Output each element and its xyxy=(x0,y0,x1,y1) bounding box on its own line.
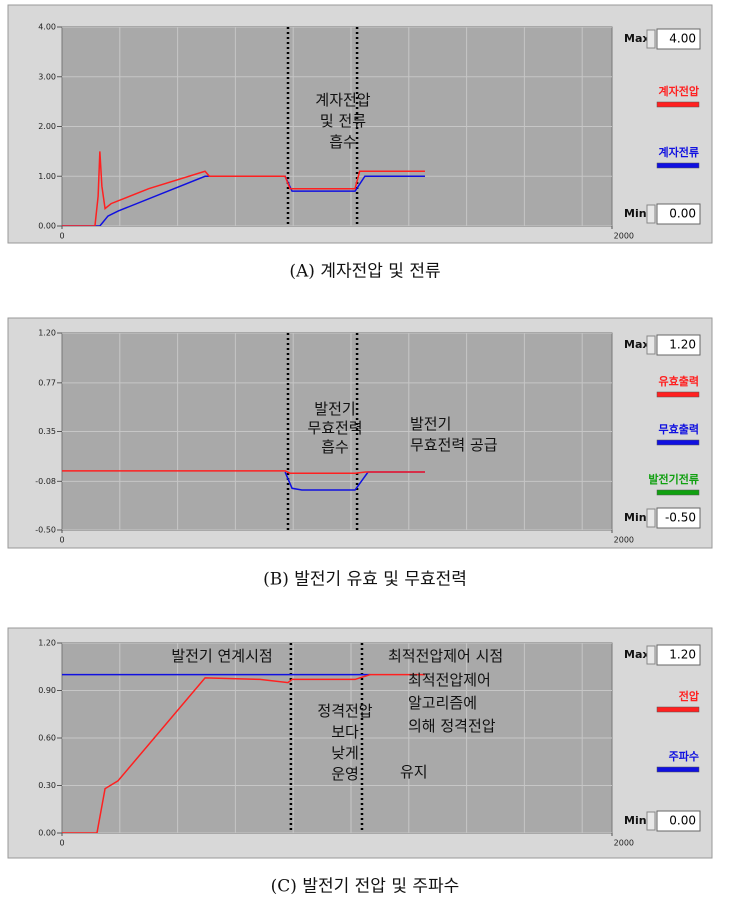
min-label: Min xyxy=(624,511,647,524)
annotation: 최적전압제어 시점 xyxy=(388,647,503,665)
legend-swatch xyxy=(656,101,700,108)
y-tick-label: 1.20 xyxy=(38,329,56,338)
plot xyxy=(62,333,612,530)
annotation: 발전기 xyxy=(410,415,451,433)
max-label: Max xyxy=(624,648,649,661)
value-box-text: 1.20 xyxy=(669,648,696,662)
spinner[interactable] xyxy=(646,811,656,831)
annotation: 최적전압제어 xyxy=(408,671,491,689)
value-box-text: -0.50 xyxy=(665,511,696,525)
annotation: 운영 xyxy=(331,765,359,783)
x-tick-label: 2000 xyxy=(614,839,634,848)
x-tick-label: 0 xyxy=(59,536,64,545)
value-box xyxy=(656,810,701,832)
annotation: 및 전류 xyxy=(320,112,366,130)
legend-swatch xyxy=(656,162,700,169)
spinner[interactable] xyxy=(646,508,656,528)
legend-label: 무효출력 xyxy=(659,422,699,436)
y-tick-label: 0.60 xyxy=(38,734,56,743)
legend-label: 발전기전류 xyxy=(648,472,699,486)
y-tick-label: 1.20 xyxy=(38,639,56,648)
value-box xyxy=(656,203,701,225)
plot xyxy=(62,643,612,833)
legend-label: 주파수 xyxy=(669,749,699,763)
series-line xyxy=(62,151,425,226)
annotation: 무효전력 xyxy=(307,419,362,437)
value-box xyxy=(656,28,701,50)
min-label: Min xyxy=(624,207,647,220)
annotation: 알고리즘에 xyxy=(408,694,477,712)
y-tick-label: 3.00 xyxy=(38,72,56,81)
y-tick-label: 0.77 xyxy=(38,378,56,387)
annotation: 발전기 연계시점 xyxy=(171,647,272,665)
value-box xyxy=(656,507,701,529)
legend-swatch xyxy=(656,706,700,713)
annotation: 낮게 xyxy=(331,744,359,762)
y-tick-label: 0.00 xyxy=(38,222,56,231)
value-box xyxy=(656,334,701,356)
value-box-text: 0.00 xyxy=(669,814,696,828)
y-tick-label: 1.00 xyxy=(38,172,56,181)
legend-swatch xyxy=(656,439,700,446)
y-tick-label: 0.90 xyxy=(38,686,56,695)
caption: (B) 발전기 유효 및 무효전력 xyxy=(263,570,467,590)
x-tick-label: 2000 xyxy=(614,536,634,545)
x-tick-label: 0 xyxy=(59,232,64,241)
value-box-text: 1.20 xyxy=(669,338,696,352)
legend-label: 유효출력 xyxy=(659,374,699,388)
series-line xyxy=(62,470,425,474)
annotation: 무효전력 공급 xyxy=(410,436,498,454)
y-tick-label: 0.35 xyxy=(38,427,56,436)
legend-swatch xyxy=(656,489,700,496)
y-tick-label: 0.30 xyxy=(38,781,56,790)
caption: (C) 발전기 전압 및 주파수 xyxy=(271,877,460,897)
y-tick-label: 4.00 xyxy=(38,23,56,32)
annotation: 흡수 xyxy=(321,438,349,456)
y-tick-label: -0.08 xyxy=(35,477,56,486)
max-label: Max xyxy=(624,338,649,351)
spinner[interactable] xyxy=(646,645,656,665)
legend-swatch xyxy=(656,766,700,773)
y-tick-label: 0.00 xyxy=(38,829,56,838)
value-box xyxy=(656,644,701,666)
annotation: 보다 xyxy=(331,723,359,741)
value-box-text: 0.00 xyxy=(669,207,696,221)
y-tick-label: 2.00 xyxy=(38,122,56,131)
annotation: 정격전압 xyxy=(317,702,372,720)
legend-label: 계자전압 xyxy=(659,84,699,98)
legend-swatch xyxy=(656,391,700,398)
spinner[interactable] xyxy=(646,335,656,355)
annotation: 발전기 xyxy=(314,400,355,418)
x-tick-label: 2000 xyxy=(614,232,634,241)
annotation: 흡수 xyxy=(329,133,357,151)
spinner[interactable] xyxy=(646,204,656,224)
max-label: Max xyxy=(624,32,649,45)
series-line xyxy=(62,673,425,833)
x-tick-label: 0 xyxy=(59,839,64,848)
plot xyxy=(62,27,612,226)
annotation: 유지 xyxy=(400,763,428,781)
annotation: 계자전압 xyxy=(315,91,370,109)
spinner[interactable] xyxy=(646,29,656,49)
min-label: Min xyxy=(624,814,647,827)
annotation: 의해 정격전압 xyxy=(408,717,496,735)
legend-label: 전압 xyxy=(679,689,699,703)
legend-label: 계자전류 xyxy=(659,145,699,159)
caption: (A) 계자전압 및 전류 xyxy=(289,262,440,282)
y-tick-label: -0.50 xyxy=(35,526,56,535)
value-box-text: 4.00 xyxy=(669,32,696,46)
